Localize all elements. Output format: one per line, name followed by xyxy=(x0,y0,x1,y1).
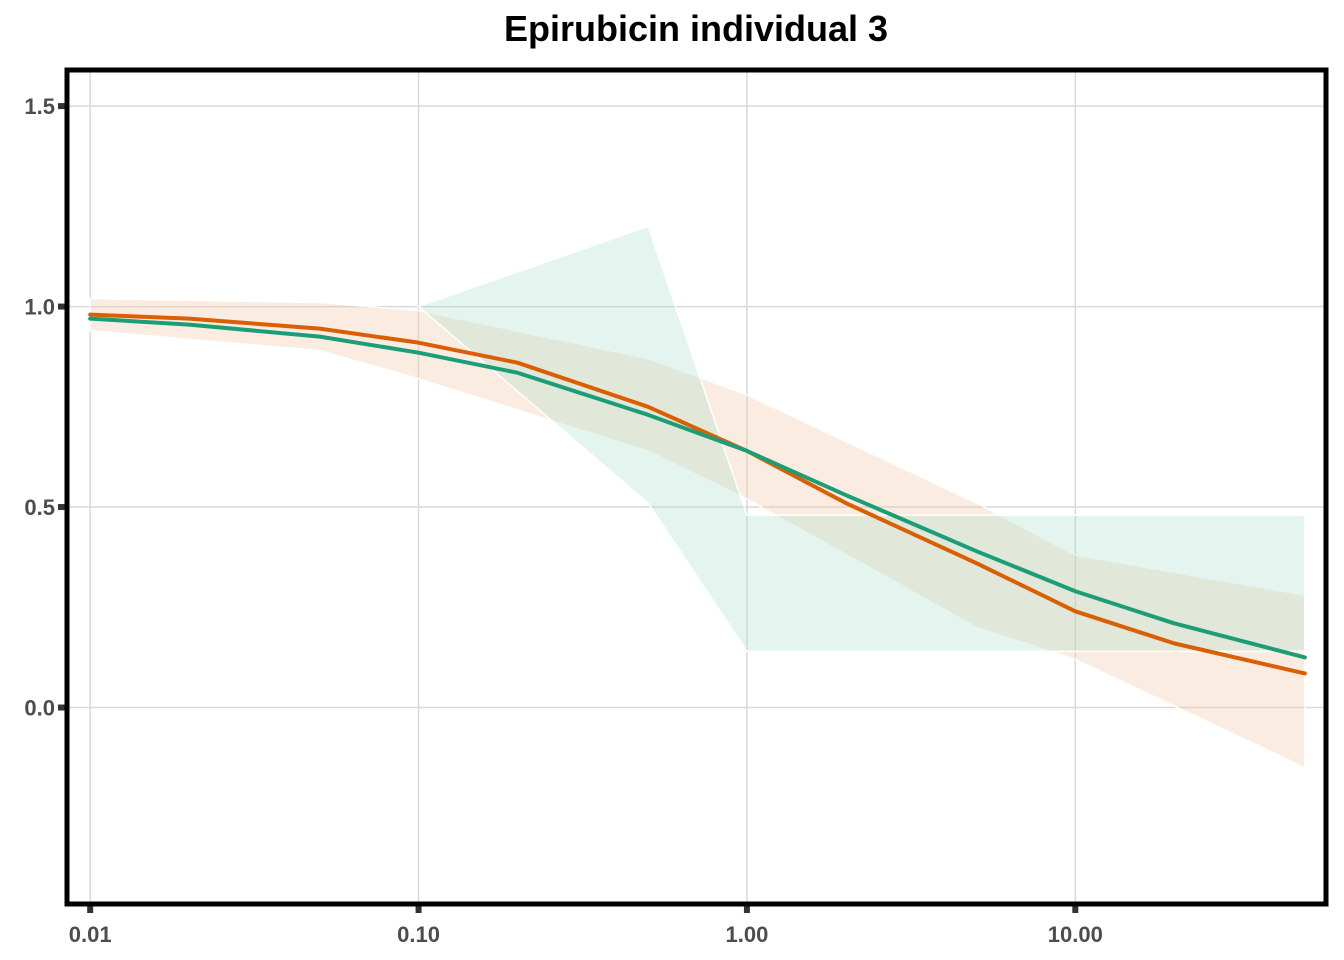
confidence-band-1 xyxy=(89,297,1306,769)
x-tick-label: 0.10 xyxy=(397,922,440,947)
x-tick-label: 1.00 xyxy=(726,922,769,947)
series-lines xyxy=(88,312,1307,676)
series-line-2 xyxy=(88,316,1307,660)
confidence-bands xyxy=(89,225,1306,769)
y-tick-label: 0.5 xyxy=(24,495,55,520)
chart-title: Epirubicin individual 3 xyxy=(503,8,889,49)
y-tick-label: 0.0 xyxy=(24,696,55,721)
x-tick-label: 10.00 xyxy=(1048,922,1103,947)
series-line-1 xyxy=(88,312,1307,676)
y-tick-label: 1.0 xyxy=(24,295,55,320)
confidence-band-2 xyxy=(417,225,1306,653)
axes: 0.01 0.10 1.00 10.00 0.0 0.5 1.0 1.5 xyxy=(24,94,1102,947)
y-tick-label: 1.5 xyxy=(24,94,55,119)
x-tick-label: 0.01 xyxy=(69,922,112,947)
grid-lines xyxy=(67,70,1326,904)
panel-border xyxy=(64,67,1329,907)
